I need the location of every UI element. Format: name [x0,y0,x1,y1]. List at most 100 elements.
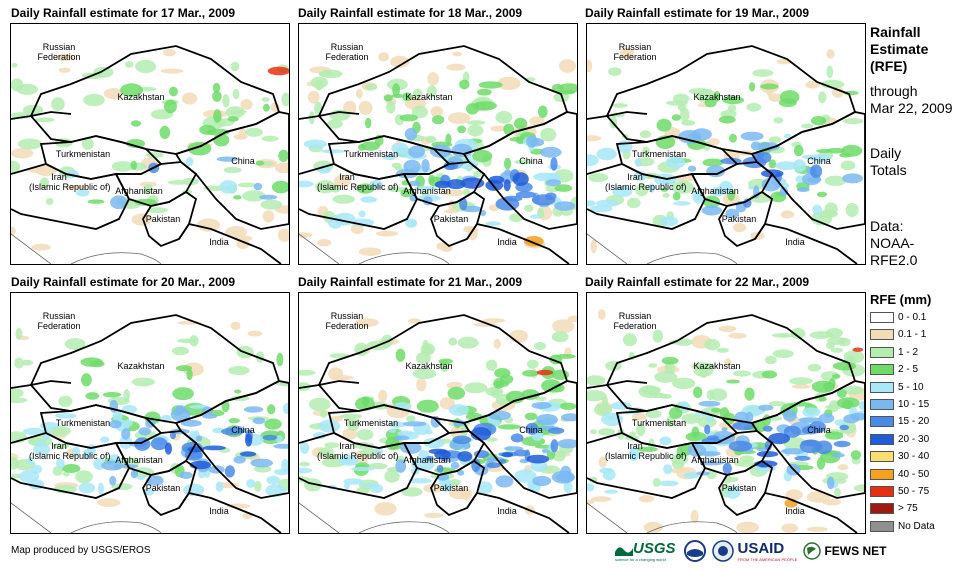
rainfall-patch [264,418,282,430]
rainfall-patch [400,188,414,198]
rainfall-patch [179,471,193,479]
country-border [114,430,198,476]
sidebar-data-source-1: NOAA- [870,235,915,251]
rainfall-patch [805,81,820,89]
rainfall-patch [222,94,230,108]
rainfall-patch [636,446,659,452]
rainfall-patch [809,154,831,162]
country-border [750,111,865,230]
rainfall-patch [33,443,51,456]
rainfall-patch [490,386,500,398]
country-label: India [785,506,805,516]
rainfall-patch [404,127,418,141]
panel-title-4: Daily Rainfall estimate for 20 Mar., 200… [11,275,236,289]
rainfall-patch [109,475,117,486]
rainfall-patch [150,437,168,451]
rainfall-patch [534,342,546,350]
rainfall-patch [672,459,685,469]
country-label: Russian Federation [37,311,81,331]
rainfall-patch [806,526,828,532]
map-credit: Map produced by USGS/EROS [11,545,151,556]
rainfall-patch [497,424,522,430]
rainfall-patch [639,130,651,139]
country-label: Russian Federation [613,42,657,62]
rainfall-patch [693,386,703,398]
rainfall-patch [56,458,65,469]
rainfall-patch [411,105,428,119]
rainfall-patch [365,117,372,129]
fewsnet-text: FEWS NET [824,544,887,558]
rainfall-patch [658,480,679,487]
rainfall-patch [660,393,672,399]
rainfall-patch [495,475,514,488]
rainfall-patch [401,487,423,497]
rainfall-patch [597,309,606,320]
rainfall-patch [391,142,409,155]
rainfall-patch [834,487,841,497]
rainfall-patch [278,149,289,162]
rainfall-patch [702,158,724,167]
rainfall-patch [339,456,359,466]
country-border [587,111,648,120]
rainfall-patch [503,179,511,192]
rainfall-patch [679,108,690,122]
rainfall-patch [669,407,683,419]
rainfall-patch [701,205,722,216]
rainfall-patch [807,363,822,372]
rainfall-patch [552,319,575,334]
rainfall-patch [240,99,253,110]
rainfall-patch [319,69,343,79]
rainfall-patch [826,147,846,154]
country-label: Turkmenistan [55,149,111,159]
rainfall-map-22-mar: Russian Federation Kazakhstan Turkmenistan… [586,292,866,534]
rainfall-patch [514,159,532,165]
rainfall-patch [461,488,472,501]
rainfall-patch [457,125,466,134]
rainfall-patch [225,226,247,238]
rainfall-patch [634,158,642,168]
rainfall-patch [486,462,501,469]
rainfall-patch [395,348,406,362]
rainfall-patch [185,157,194,167]
rainfall-patch [612,103,628,108]
rainfall-patch [195,435,203,442]
rainfall-patch [490,125,507,132]
rainfall-patch [555,353,576,359]
rainfall-patch [681,413,701,424]
rainfall-patch [622,333,637,347]
rainfall-patch [180,419,202,427]
rainfall-patch [559,402,577,410]
rainfall-patch [663,464,673,475]
rainfall-patch [247,330,263,337]
rainfall-patch [261,135,279,142]
rainfall-map-21-mar: Russian Federation Kazakhstan Turkmenistan… [298,292,578,534]
country-border [299,163,419,230]
rainfall-patch [187,141,212,156]
rainfall-patch [196,218,221,232]
rainfall-patch [246,479,256,488]
rainfall-patch [230,395,250,401]
rainfall-patch [64,338,86,350]
rainfall-patch [254,480,262,492]
rainfall-patch [853,484,865,492]
rainfall-patch [775,161,798,171]
rainfall-patch [378,389,388,403]
rainfall-patch [504,169,512,176]
country-label: Afghanistan [691,186,739,196]
rainfall-patch [541,448,550,454]
country-border [114,161,198,207]
rainfall-patch [791,384,811,389]
rainfall-patch [635,184,649,197]
rainfall-patch [656,118,672,132]
rainfall-patch [687,165,697,172]
rainfall-patch [21,359,34,366]
rainfall-patch [242,513,253,520]
rainfall-patch [830,347,844,353]
rainfall-patch [402,92,413,102]
rainfall-patch [320,410,328,418]
rainfall-patch [308,397,331,412]
rainfall-map-20-mar: Russian Federation Kazakhstan Turkmenistan… [10,292,290,534]
rainfall-patch [262,161,274,167]
rainfall-patch [62,471,70,477]
rainfall-patch [375,230,399,237]
